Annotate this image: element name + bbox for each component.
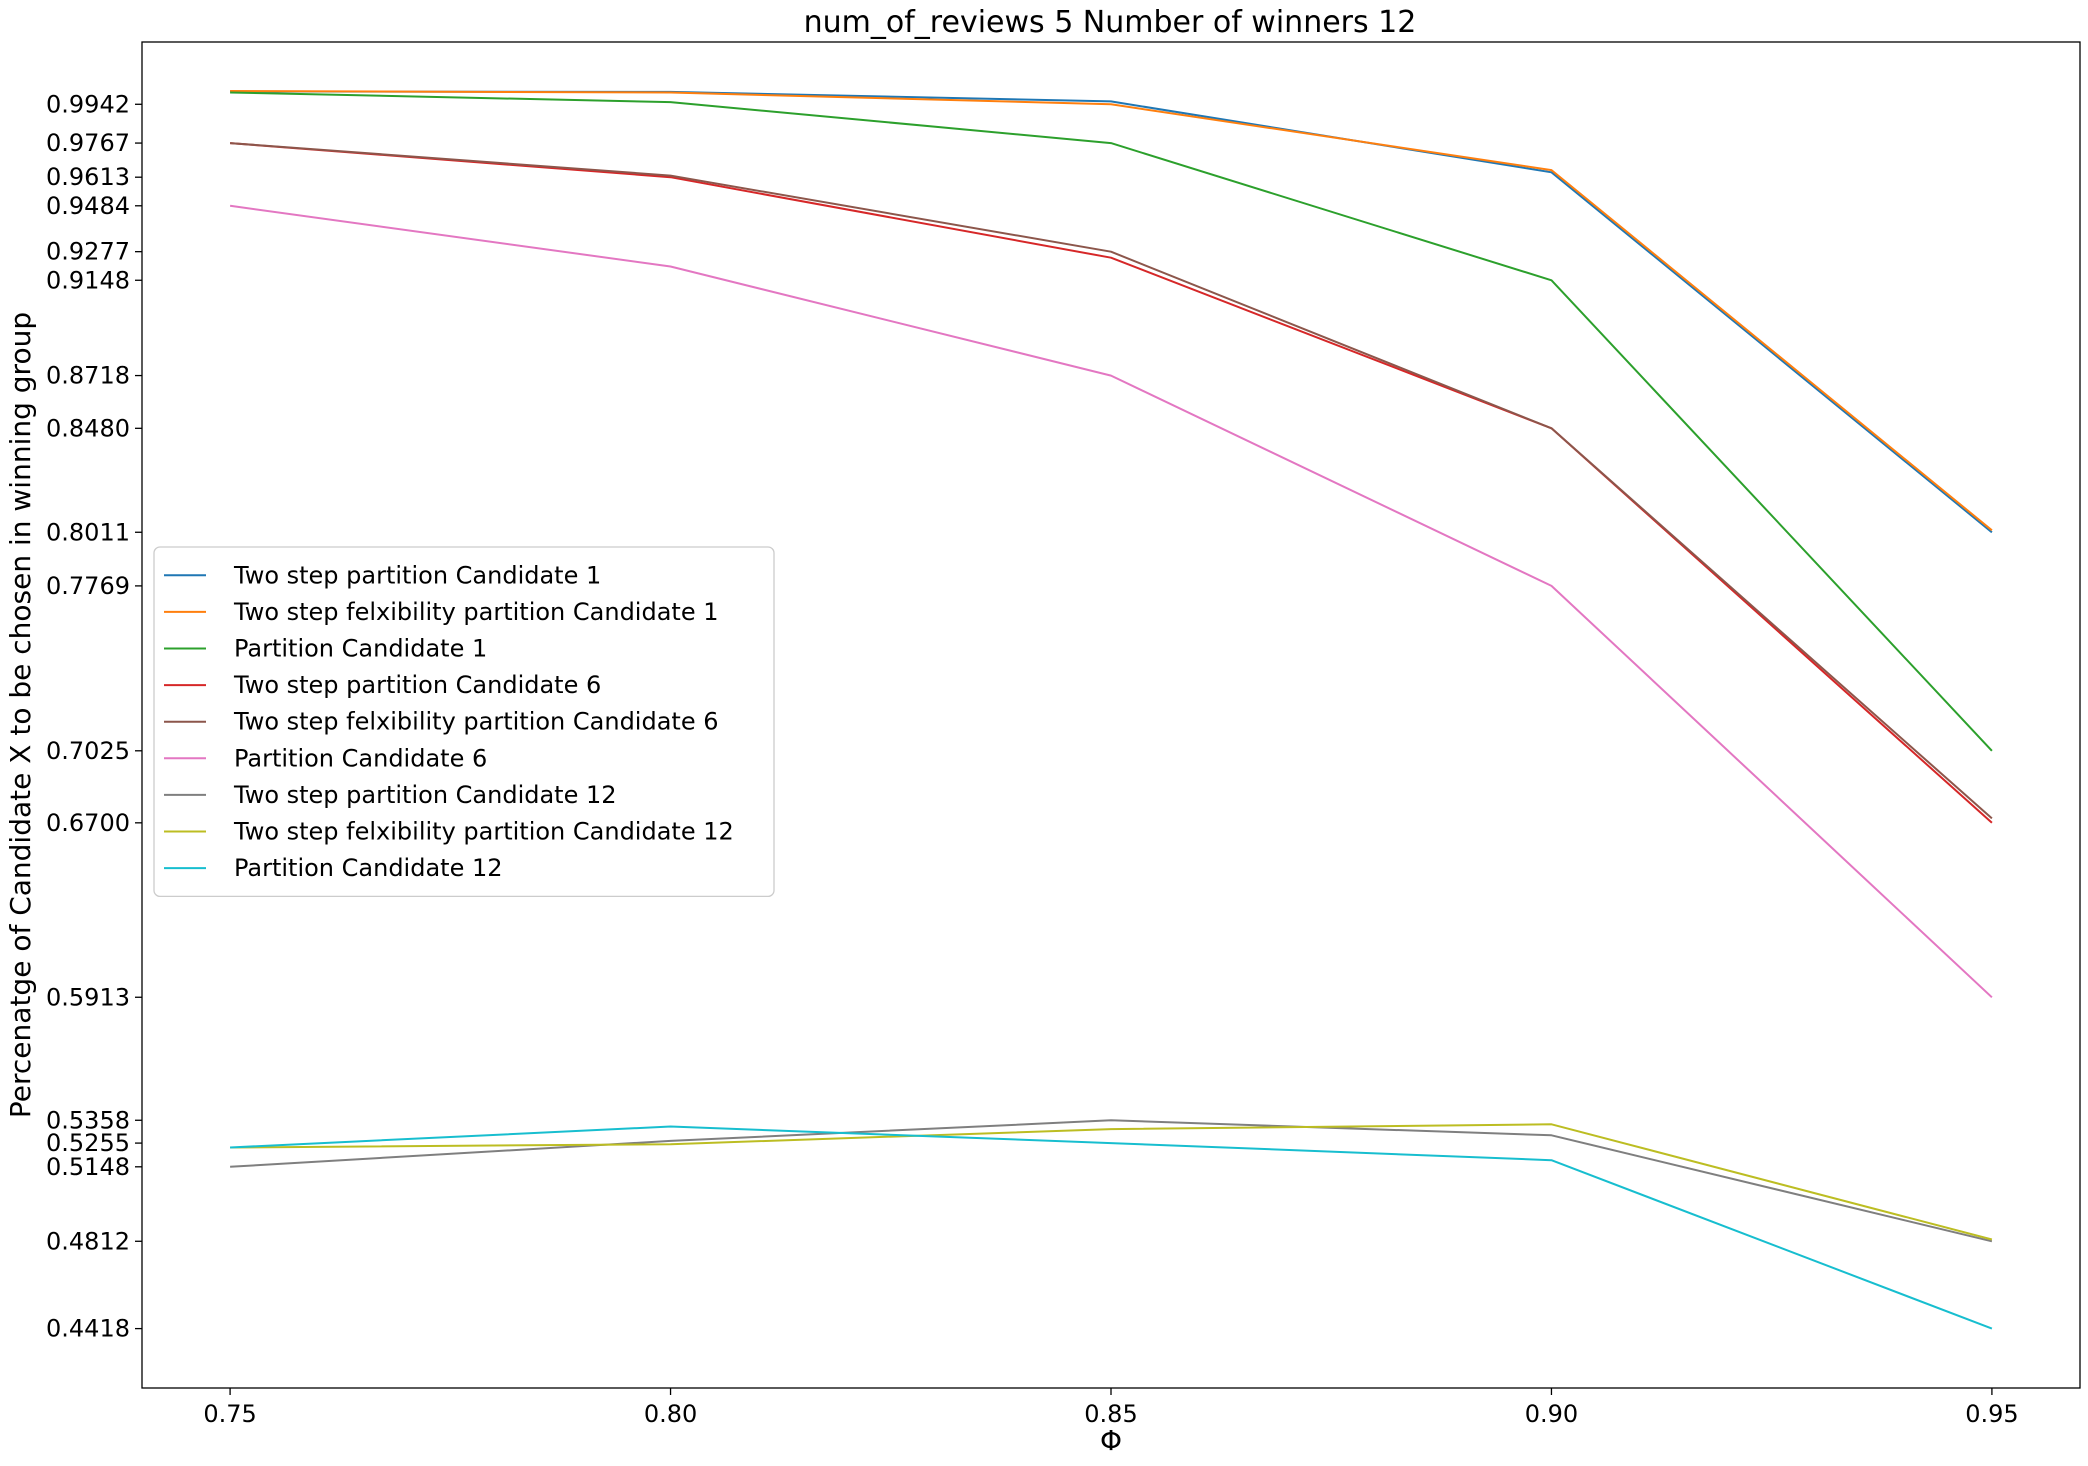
y-tick-label: 0.9767 bbox=[46, 129, 130, 157]
y-tick-label: 0.9613 bbox=[46, 163, 130, 191]
y-tick-label: 0.8480 bbox=[46, 414, 130, 442]
series-line-9 bbox=[230, 1125, 1993, 1330]
y-tick-label: 0.9942 bbox=[46, 90, 130, 118]
series-line-6 bbox=[229, 204, 1993, 999]
legend-entry: Two step felxibility partition Candidate… bbox=[233, 598, 719, 626]
series-line-4 bbox=[230, 142, 1993, 824]
legend-entry: Partition Candidate 6 bbox=[234, 744, 487, 772]
y-tick-label: 0.5255 bbox=[46, 1129, 130, 1157]
y-tick-label: 0.4812 bbox=[46, 1227, 130, 1255]
y-axis-label: Percenatge of Candidate X to be chosen i… bbox=[4, 312, 37, 1118]
legend-entry: Two step partition Candidate 12 bbox=[233, 781, 617, 809]
y-tick-label: 0.4418 bbox=[46, 1315, 130, 1343]
plot-lines bbox=[229, 90, 1993, 1330]
y-tick-label: 0.9484 bbox=[46, 192, 130, 220]
series-line-8 bbox=[230, 1123, 1993, 1241]
y-tick-label: 0.8011 bbox=[46, 518, 130, 546]
x-tick-label: 0.80 bbox=[644, 1400, 697, 1428]
x-tick-label: 0.75 bbox=[203, 1400, 256, 1428]
legend-entry: Two step felxibility partition Candidate… bbox=[233, 708, 719, 736]
x-tick-label: 0.95 bbox=[1965, 1400, 2018, 1428]
legend: Two step partition Candidate 1 Two step f… bbox=[153, 546, 775, 898]
series-line-2 bbox=[230, 90, 1993, 532]
y-tick-label: 0.5913 bbox=[46, 983, 130, 1011]
y-tick-label: 0.8718 bbox=[46, 362, 130, 390]
chart-title: num_of_reviews 5 Number of winners 12 bbox=[804, 5, 1417, 40]
legend-entry: Two step felxibility partition Candidate… bbox=[233, 818, 734, 846]
x-axis-label: Φ bbox=[1100, 1424, 1122, 1457]
legend-entry: Two step partition Candidate 6 bbox=[233, 671, 601, 699]
series-line-7 bbox=[230, 1119, 1993, 1243]
y-tick-label: 0.5148 bbox=[46, 1153, 130, 1181]
series-line-3 bbox=[230, 91, 1993, 752]
x-axis: 0.75 0.80 0.85 0.90 0.95 bbox=[203, 1388, 2019, 1428]
x-tick-label: 0.90 bbox=[1525, 1400, 1578, 1428]
legend-box bbox=[153, 546, 775, 898]
y-tick-label: 0.5358 bbox=[46, 1106, 130, 1134]
x-tick-label: 0.85 bbox=[1084, 1400, 1137, 1428]
y-tick-label: 0.9148 bbox=[46, 266, 130, 294]
y-tick-label: 0.6700 bbox=[46, 809, 130, 837]
legend-entry: Two step partition Candidate 1 bbox=[233, 561, 601, 589]
legend-entry: Partition Candidate 1 bbox=[234, 635, 487, 663]
y-tick-label: 0.9277 bbox=[46, 238, 130, 266]
y-tick-label: 0.7769 bbox=[46, 572, 130, 600]
series-line-5 bbox=[230, 142, 1993, 820]
y-tick-label: 0.7025 bbox=[46, 737, 130, 765]
legend-entry: Partition Candidate 12 bbox=[234, 854, 503, 882]
series-line-1 bbox=[230, 90, 1993, 534]
